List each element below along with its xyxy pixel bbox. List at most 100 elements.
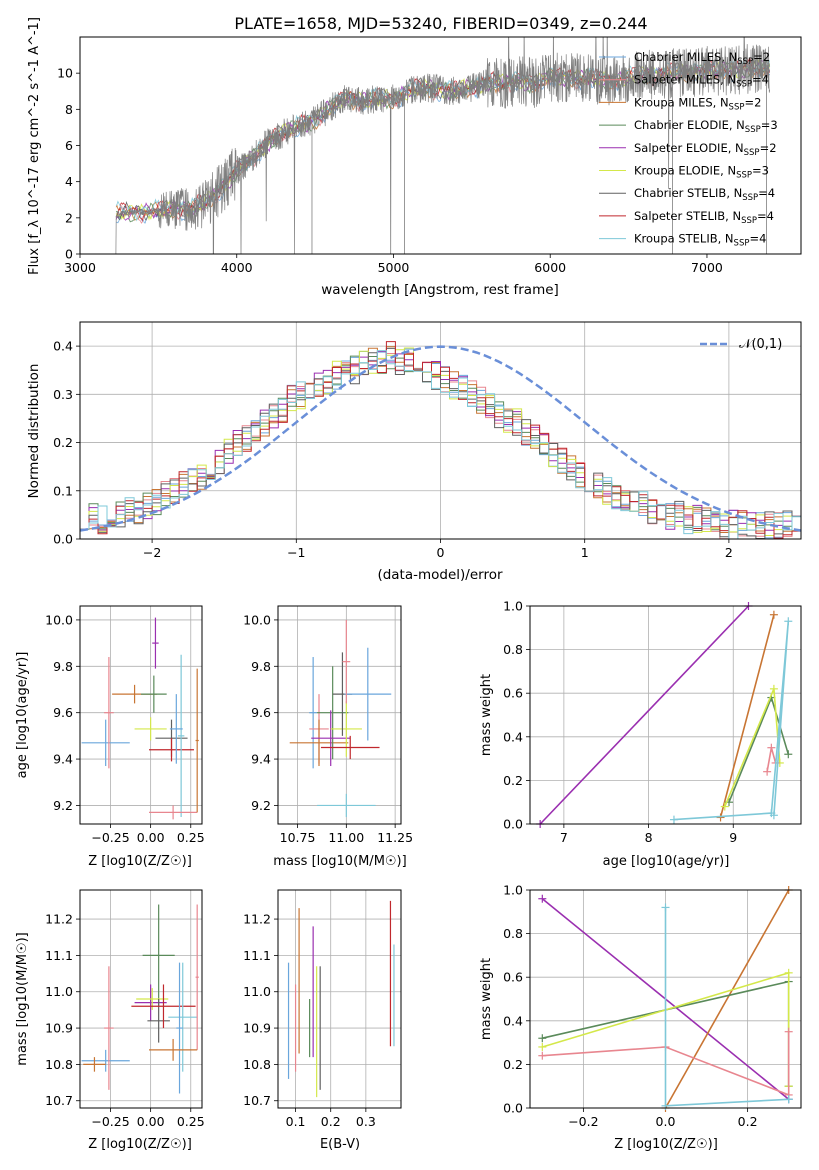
legend-label: Chabrier MILES, NSSP=2 <box>634 50 770 67</box>
y-tick-label: 11.0 <box>243 984 271 999</box>
legend-value: =3 <box>761 118 778 132</box>
y-tick-label: 10.8 <box>45 1057 73 1072</box>
histogram-legend-label: 𝒩(0,1) <box>739 337 782 352</box>
y-tick-label: 0.8 <box>503 642 523 657</box>
residual-histogram-panel: −2 −1 0 1 2 0.0 0.1 0.2 0.3 0.4 (data-model)/erro… <box>26 321 802 583</box>
age-vs-mass-panel: 10.75 11.00 11.25 9.2 9.4 9.6 9.8 10.0 mass [lo… <box>243 605 413 869</box>
mass-vs-z-panel: −0.25 0.00 0.25 10.7 10.8 10.9 11.0 11.1 11.2 Z … <box>15 889 205 1152</box>
legend-value: =4 <box>757 209 774 223</box>
y-tick-label: 10.0 <box>45 612 73 627</box>
legend-sub: SSP <box>737 57 753 67</box>
y-tick-label: 0.1 <box>53 483 73 498</box>
legend-label: Kroupa STELIB, NSSP=4 <box>634 232 766 249</box>
mass-weight-line <box>719 614 775 818</box>
spectrum-xlabel: wavelength [Angstrom, rest frame] <box>321 282 559 298</box>
legend-sub: SSP <box>745 125 761 135</box>
legend-value: =2 <box>760 141 777 155</box>
x-tick-label: 10.75 <box>280 830 316 845</box>
legend-value: =4 <box>752 73 769 87</box>
y-tick-label: 0.8 <box>503 926 523 941</box>
x-tick-label: 11.25 <box>377 830 413 845</box>
mass-weight-line <box>664 889 790 1109</box>
spectrum-legend: Chabrier MILES, NSSP=2 Salpeter MILES, NS… <box>599 50 778 249</box>
legend-label: Chabrier ELODIE, NSSP=3 <box>634 118 778 135</box>
legend-label: Salpeter ELODIE, NSSP=2 <box>634 141 777 158</box>
y-tick-label: 9.6 <box>53 705 73 720</box>
legend-value: =4 <box>749 232 766 246</box>
y-tick-label: 9.6 <box>251 705 271 720</box>
mw-age-axes-frame <box>529 605 802 825</box>
y-tick-label: 10.9 <box>45 1021 73 1036</box>
x-tick-label: 3000 <box>64 260 96 275</box>
mass-weight-lines <box>536 602 793 828</box>
x-tick-label: 4000 <box>221 260 253 275</box>
x-tick-label: 0 <box>437 545 445 560</box>
mass-weight-line <box>673 621 790 821</box>
mw-z-xlabel: Z [log10(Z/Z☉)] <box>614 1137 718 1152</box>
histogram-step-line <box>80 350 801 539</box>
y-tick-label: 4 <box>65 174 73 189</box>
y-tick-label: 10.9 <box>243 1021 271 1036</box>
spectrum-panel: PLATE=1658, MJD=53240, FIBERID=0349, z=0… <box>27 14 802 298</box>
y-tick-label: 2 <box>65 210 73 225</box>
histogram-legend: 𝒩(0,1) <box>700 337 782 352</box>
y-tick-label: 11.1 <box>243 948 271 963</box>
legend-label: Chabrier STELIB, NSSP=4 <box>634 186 775 203</box>
x-tick-label: 0.3 <box>356 1114 376 1129</box>
y-tick-label: 8 <box>65 102 73 117</box>
histogram-ylabel: Normed distribution <box>26 364 42 499</box>
y-tick-label: 0.0 <box>53 532 73 547</box>
mass-weight-vs-age-panel: 7 8 9 0.0 0.2 0.4 0.6 0.8 1.0 age [log10(age/yr)… <box>479 599 802 869</box>
spectrum-lines <box>114 37 771 254</box>
y-tick-label: 0.6 <box>503 686 523 701</box>
legend-value: =2 <box>744 95 761 109</box>
spectrum-axes-frame <box>79 36 802 255</box>
y-tick-label: 0.2 <box>503 1057 523 1072</box>
x-tick-label: 0.25 <box>177 1114 205 1129</box>
mw-age-xlabel: age [log10(age/yr)] <box>603 854 730 869</box>
x-tick-label: 0.2 <box>321 1114 341 1129</box>
histogram-axes-frame <box>79 321 802 540</box>
x-tick-label: 6000 <box>534 260 566 275</box>
y-tick-label: 0.4 <box>503 729 523 744</box>
mass-weight-line <box>539 605 750 825</box>
legend-sub: SSP <box>742 193 758 203</box>
x-tick-label: 0.00 <box>137 1114 165 1129</box>
y-tick-label: 9.2 <box>251 798 271 813</box>
histogram-xlabel: (data-model)/error <box>377 567 503 583</box>
mass-ebv-xlabel: E(B-V) <box>320 1137 360 1152</box>
x-tick-label: 11.00 <box>328 830 364 845</box>
errorbar-points <box>289 619 392 818</box>
errorbar-points <box>81 617 199 820</box>
y-tick-label: 9.4 <box>53 752 73 767</box>
age-z-ylabel: age [log10(age/yr)] <box>15 652 30 779</box>
y-tick-label: 0.6 <box>503 970 523 985</box>
y-tick-label: 0.2 <box>53 435 73 450</box>
y-tick-label: 11.2 <box>45 912 73 927</box>
x-tick-label: −0.25 <box>91 830 129 845</box>
legend-label: Kroupa MILES, NSSP=2 <box>634 95 761 112</box>
errorbar-points <box>287 900 395 1098</box>
x-tick-label: −0.2 <box>568 1114 598 1129</box>
x-tick-label: 0.25 <box>177 830 205 845</box>
legend-sub: SSP <box>736 171 752 181</box>
age-z-axes-frame <box>79 605 203 825</box>
x-tick-label: 0.00 <box>137 830 165 845</box>
y-tick-label: 10.8 <box>243 1057 271 1072</box>
y-tick-label: 9.8 <box>251 659 271 674</box>
mw-age-ylabel: mass weight <box>479 674 494 756</box>
x-tick-label: −2 <box>143 545 161 560</box>
legend-sub: SSP <box>741 216 757 226</box>
mass-weight-vs-z-panel: −0.2 0.0 0.2 0.0 0.2 0.4 0.6 0.8 1.0 Z [log10(Z/… <box>479 883 802 1152</box>
y-tick-label: 1.0 <box>503 883 523 898</box>
y-tick-label: 0.4 <box>503 1013 523 1028</box>
x-tick-label: 0.0 <box>656 1114 676 1129</box>
x-tick-label: −0.25 <box>91 1114 129 1129</box>
age-mass-xlabel: mass [log10(M/M☉)] <box>273 854 406 869</box>
legend-label: Salpeter STELIB, NSSP=4 <box>634 209 774 226</box>
x-tick-label: 7 <box>560 830 568 845</box>
mass-z-axes-frame <box>79 889 203 1109</box>
x-tick-label: 1 <box>581 545 589 560</box>
y-tick-label: 0.3 <box>53 387 73 402</box>
